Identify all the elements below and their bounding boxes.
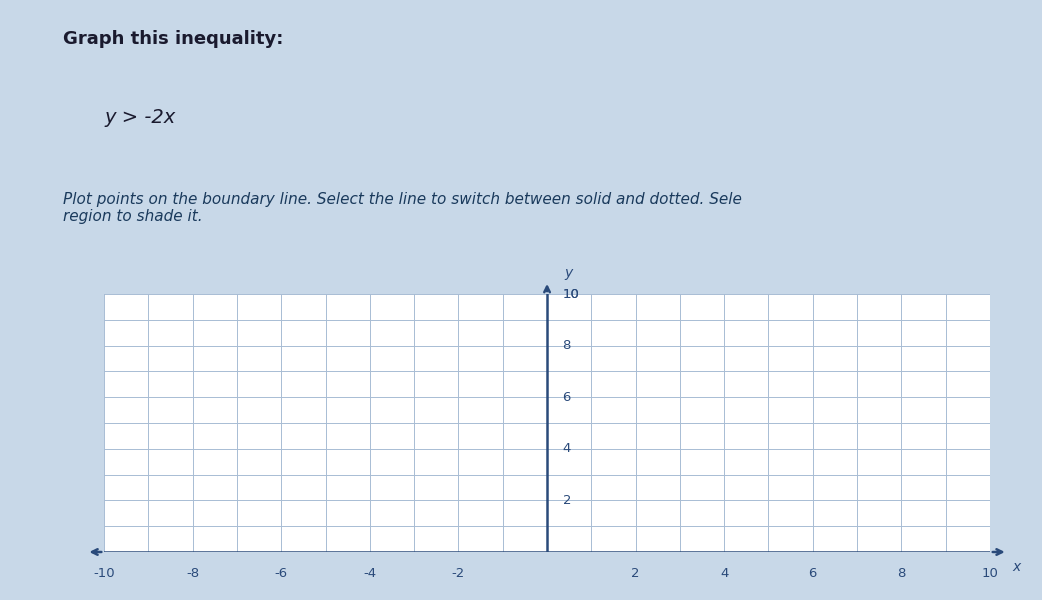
Text: 6: 6 [563, 391, 571, 404]
Text: 2: 2 [631, 568, 640, 580]
Text: 4: 4 [563, 442, 571, 455]
Text: Plot points on the boundary line. Select the line to switch between solid and do: Plot points on the boundary line. Select… [63, 192, 742, 224]
Text: y > -2x: y > -2x [104, 108, 175, 127]
Text: x: x [1012, 560, 1020, 574]
Text: -8: -8 [187, 568, 199, 580]
Text: Graph this inequality:: Graph this inequality: [63, 30, 282, 48]
Text: -6: -6 [275, 568, 288, 580]
Text: 10: 10 [982, 568, 998, 580]
Text: -4: -4 [364, 568, 376, 580]
Text: -2: -2 [452, 568, 465, 580]
Text: 10: 10 [563, 287, 579, 301]
Text: 2: 2 [563, 494, 571, 507]
Text: 10: 10 [563, 287, 579, 301]
Text: -10: -10 [94, 568, 115, 580]
Text: 8: 8 [563, 339, 571, 352]
Text: 6: 6 [809, 568, 817, 580]
Text: 4: 4 [720, 568, 728, 580]
Text: y: y [565, 266, 573, 280]
Text: 8: 8 [897, 568, 905, 580]
